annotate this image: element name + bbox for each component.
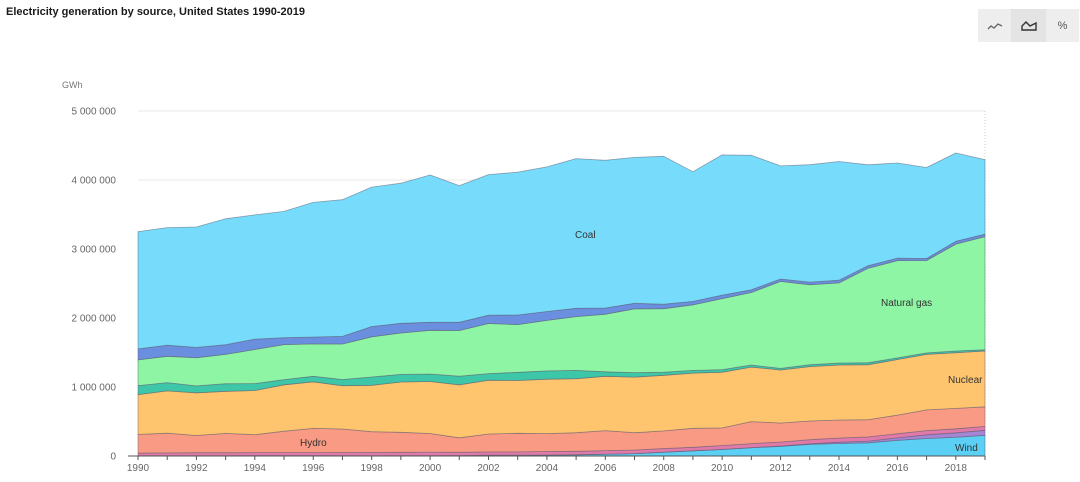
x-tick-label: 1998 — [361, 463, 384, 474]
area-chart-icon — [1020, 20, 1037, 31]
area-series — [137, 152, 986, 457]
x-tick-label: 2006 — [594, 463, 617, 474]
line-chart-icon — [987, 22, 1002, 29]
area-nuclear — [137, 350, 986, 439]
y-tick-label: 2 000 000 — [72, 314, 117, 325]
x-tick-label: 1994 — [244, 463, 267, 474]
x-tick-label: 1996 — [302, 463, 325, 474]
x-tick-label: 2000 — [419, 463, 442, 474]
y-tick-label: 0 — [110, 452, 116, 463]
area-oil — [137, 349, 986, 395]
x-tick-label: 2012 — [769, 463, 792, 474]
area-solar — [137, 429, 986, 457]
series-label-natural-gas: Natural gas — [881, 298, 932, 309]
series-label-hydro: Hydro — [300, 438, 327, 449]
percent-icon: % — [1057, 19, 1068, 32]
area-natural_gas — [137, 236, 986, 387]
series-label-wind: Wind — [955, 443, 978, 454]
series-label-nuclear: Nuclear — [948, 375, 983, 386]
series-label-coal: Coal — [575, 230, 596, 241]
axes: 0 1 000 000 2 000 000 3 000 000 4 000 000 5 0… — [72, 107, 986, 474]
percent-view-button[interactable]: % — [1046, 9, 1079, 42]
view-toolbar: % — [978, 9, 1079, 42]
y-unit-label: GWh — [62, 80, 83, 90]
x-tick-label: 2010 — [711, 463, 734, 474]
x-tick-label: 2002 — [477, 463, 500, 474]
y-tick-label: 5 000 000 — [72, 107, 117, 118]
x-tick-label: 1992 — [185, 463, 208, 474]
x-tick-label: 2014 — [828, 463, 851, 474]
y-tick-label: 3 000 000 — [72, 245, 117, 256]
area-bio — [137, 426, 986, 457]
x-tick-label: 1990 — [127, 463, 150, 474]
area-wind — [137, 434, 986, 457]
area-view-button[interactable] — [1012, 9, 1046, 42]
grid — [138, 110, 986, 457]
y-tick-label: 1 000 000 — [72, 383, 117, 394]
line-view-button[interactable] — [978, 9, 1012, 42]
x-tick-label: 2018 — [945, 463, 968, 474]
chart-title: Electricity generation by source, United… — [6, 6, 305, 18]
area-hydro — [137, 406, 986, 454]
area-coal — [137, 152, 986, 350]
x-tick-label: 2008 — [653, 463, 676, 474]
y-tick-label: 4 000 000 — [72, 176, 117, 187]
x-tick-label: 2004 — [536, 463, 559, 474]
area-other — [137, 233, 986, 361]
x-tick-label: 2016 — [886, 463, 909, 474]
